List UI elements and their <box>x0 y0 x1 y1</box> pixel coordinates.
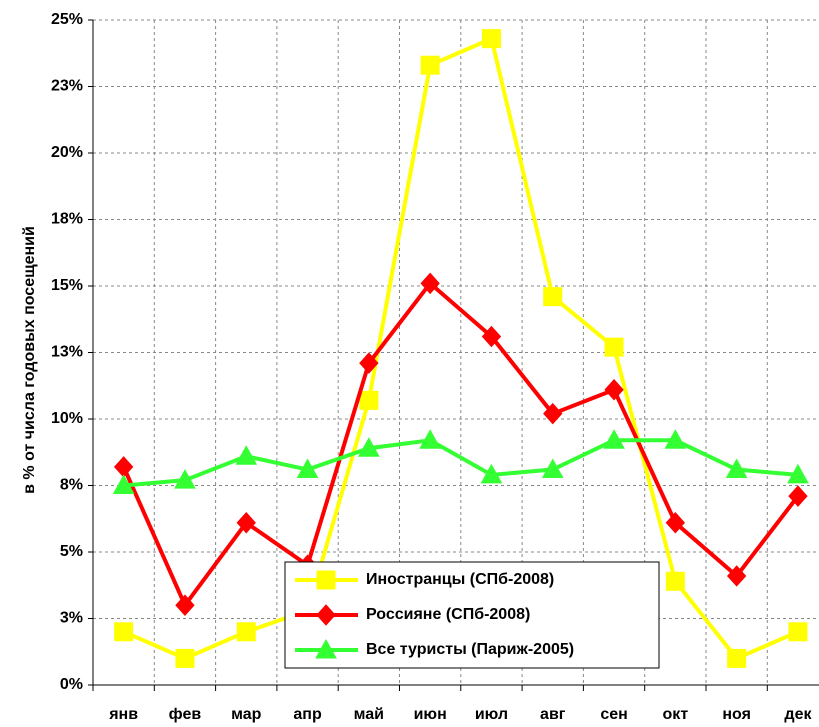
series <box>113 272 808 616</box>
x-tick-label: май <box>354 706 384 723</box>
x-tick-label: июн <box>414 706 447 723</box>
y-tick-label: 13% <box>51 344 83 361</box>
data-point <box>420 272 440 295</box>
y-tick-label: 3% <box>60 610 83 627</box>
legend-marker <box>315 638 337 659</box>
x-tick-label: фев <box>169 706 202 723</box>
data-point <box>543 287 563 307</box>
y-axis-label: в % от числа годовых посещений <box>21 226 38 494</box>
data-point <box>664 429 687 449</box>
x-tick-label: авг <box>540 706 566 723</box>
data-point <box>727 648 747 668</box>
y-tick-label: 25% <box>51 11 83 28</box>
data-point <box>359 390 379 410</box>
x-tick-label: мар <box>231 706 262 723</box>
legend-marker <box>316 604 336 626</box>
data-point <box>543 402 563 425</box>
data-point <box>419 429 441 449</box>
legend-label: Иностранцы (СПб-2008) <box>366 571 554 588</box>
y-tick-label: 0% <box>60 676 83 693</box>
x-tick-label: сен <box>600 706 627 723</box>
data-point <box>174 469 196 489</box>
series-line <box>121 280 800 610</box>
data-point <box>788 485 808 507</box>
y-tick-label: 18% <box>51 211 83 228</box>
data-point <box>236 511 256 534</box>
data-point <box>481 29 501 49</box>
data-point <box>541 458 564 479</box>
data-point <box>665 571 685 591</box>
y-tick-label: 23% <box>51 78 83 95</box>
data-point <box>788 622 808 642</box>
data-point <box>112 474 135 494</box>
data-point <box>114 622 134 642</box>
y-tick-label: 20% <box>51 144 83 161</box>
x-tick-label: апр <box>293 706 322 723</box>
data-point <box>603 429 625 449</box>
data-point <box>787 463 809 484</box>
x-tick-label: июл <box>475 706 508 723</box>
data-point <box>480 463 503 484</box>
x-tick-label: окт <box>663 706 689 723</box>
x-tick-label: дек <box>784 706 812 723</box>
data-point <box>359 352 379 374</box>
y-tick-label: 10% <box>51 410 83 427</box>
data-point <box>175 594 195 616</box>
y-tick-label: 8% <box>60 477 83 494</box>
x-tick-label: ноя <box>722 706 751 723</box>
data-point <box>665 511 686 534</box>
data-point <box>358 437 380 457</box>
data-point <box>235 445 258 465</box>
data-point <box>175 648 195 668</box>
data-point <box>725 458 748 479</box>
data-point <box>726 565 747 587</box>
legend-marker <box>316 570 336 590</box>
y-tick-label: 15% <box>51 277 83 294</box>
legend: Иностранцы (СПб-2008) Россияне (СПб-2008)… <box>284 561 660 669</box>
data-point <box>420 55 440 75</box>
data-point <box>113 456 134 478</box>
legend-label: Все туристы (Париж-2005) <box>366 641 574 658</box>
x-tick-label: янв <box>108 706 138 723</box>
data-point <box>481 325 502 348</box>
series-line <box>123 438 799 488</box>
data-point <box>604 337 624 357</box>
series-line <box>122 35 799 661</box>
data-point <box>236 622 256 642</box>
legend-label: Россияне (СПб-2008) <box>366 606 530 623</box>
series <box>112 429 809 494</box>
y-tick-label: 5% <box>60 543 83 560</box>
data-point <box>604 378 624 401</box>
data-point <box>296 458 319 479</box>
